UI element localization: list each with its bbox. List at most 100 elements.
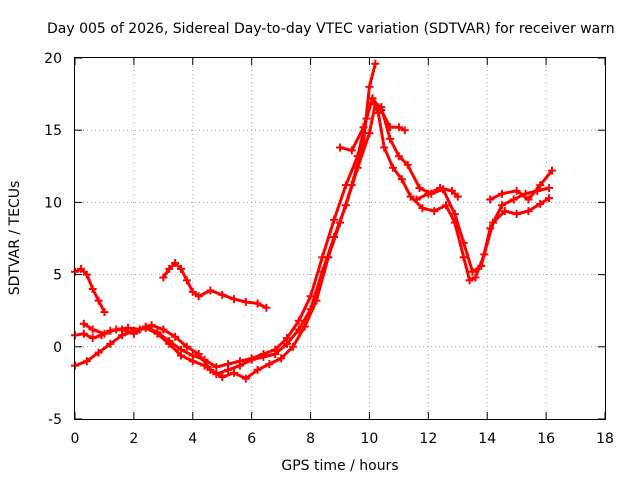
data-point xyxy=(100,329,109,338)
data-point xyxy=(147,321,156,330)
data-point xyxy=(253,365,262,374)
data-point xyxy=(82,357,91,366)
data-point xyxy=(430,207,439,216)
x-tick-label: 8 xyxy=(306,431,315,447)
data-point xyxy=(241,298,250,307)
data-point xyxy=(368,94,377,103)
data-point xyxy=(182,276,191,285)
data-point xyxy=(188,357,197,366)
series-track-b xyxy=(73,102,551,376)
data-point xyxy=(403,160,412,169)
data-point xyxy=(112,325,121,334)
data-point xyxy=(436,183,445,192)
data-point xyxy=(468,267,477,276)
data-point xyxy=(194,292,203,301)
data-point xyxy=(206,286,215,295)
data-point xyxy=(247,355,256,364)
data-point xyxy=(171,259,180,268)
plot-frame xyxy=(74,57,606,420)
data-point xyxy=(347,146,356,155)
x-tick-label: 2 xyxy=(129,431,138,447)
data-point xyxy=(397,175,406,184)
data-point xyxy=(394,123,403,132)
data-point xyxy=(424,189,433,198)
data-point xyxy=(394,152,403,161)
data-point xyxy=(447,186,456,195)
data-point xyxy=(259,352,268,361)
data-point xyxy=(159,273,168,282)
data-point xyxy=(509,195,518,204)
data-point xyxy=(153,329,162,338)
data-point xyxy=(412,195,421,204)
data-point xyxy=(79,329,88,338)
data-point xyxy=(477,261,486,270)
data-point xyxy=(230,295,238,304)
y-tick-label: 0 xyxy=(53,340,62,356)
data-point xyxy=(188,287,197,296)
data-point xyxy=(262,303,271,312)
data-point xyxy=(400,126,409,135)
data-point xyxy=(106,339,115,348)
data-point xyxy=(324,253,333,262)
data-point xyxy=(512,186,521,195)
data-point xyxy=(545,183,554,192)
markers-track-f xyxy=(336,94,409,155)
data-point xyxy=(177,351,185,360)
y-axis-label: SDTVAR / TECUs xyxy=(7,181,23,296)
data-point xyxy=(94,296,103,305)
x-tick-label: 4 xyxy=(188,431,197,447)
data-point xyxy=(548,166,556,175)
data-point xyxy=(283,339,291,348)
data-point xyxy=(386,123,395,132)
x-axis-label: GPS time / hours xyxy=(281,458,398,474)
data-point xyxy=(271,350,280,359)
data-point xyxy=(135,325,144,334)
data-point xyxy=(524,207,533,216)
data-point xyxy=(365,129,374,138)
data-point xyxy=(418,204,427,213)
data-point xyxy=(359,123,368,132)
data-point xyxy=(241,374,250,383)
grid xyxy=(75,58,605,419)
data-point xyxy=(182,342,191,351)
data-point xyxy=(465,276,474,285)
data-point xyxy=(165,264,174,273)
data-point xyxy=(194,350,203,359)
data-point xyxy=(88,285,97,294)
data-point xyxy=(159,325,168,334)
chart-title: Day 005 of 2026, Sidereal Day-to-day VTE… xyxy=(47,21,615,37)
data-point xyxy=(500,207,509,216)
data-point xyxy=(545,194,554,203)
data-point xyxy=(450,209,459,218)
data-point xyxy=(253,299,262,308)
data-point xyxy=(212,363,221,372)
x-tick-label: 12 xyxy=(419,431,437,447)
data-point xyxy=(82,270,91,279)
data-point xyxy=(386,134,395,143)
data-point xyxy=(218,290,227,299)
data-point xyxy=(124,324,132,333)
data-point xyxy=(312,296,321,305)
data-point xyxy=(206,365,215,374)
data-point xyxy=(100,308,109,317)
data-point xyxy=(365,82,374,91)
markers-track-g xyxy=(412,183,462,204)
data-point xyxy=(497,189,506,198)
data-point xyxy=(235,361,244,370)
data-point xyxy=(415,183,424,192)
data-point xyxy=(88,325,97,334)
data-point xyxy=(118,331,127,340)
x-tick-label: 18 xyxy=(596,431,614,447)
series-group xyxy=(71,59,556,383)
x-tick-label: 6 xyxy=(247,431,256,447)
data-point xyxy=(377,105,386,114)
data-point xyxy=(288,342,297,351)
data-point xyxy=(265,360,274,369)
data-point xyxy=(347,181,356,190)
data-point xyxy=(171,332,180,341)
data-point xyxy=(224,365,233,374)
x-tick-label: 16 xyxy=(537,431,555,447)
data-point xyxy=(459,238,468,247)
data-point xyxy=(524,195,533,204)
